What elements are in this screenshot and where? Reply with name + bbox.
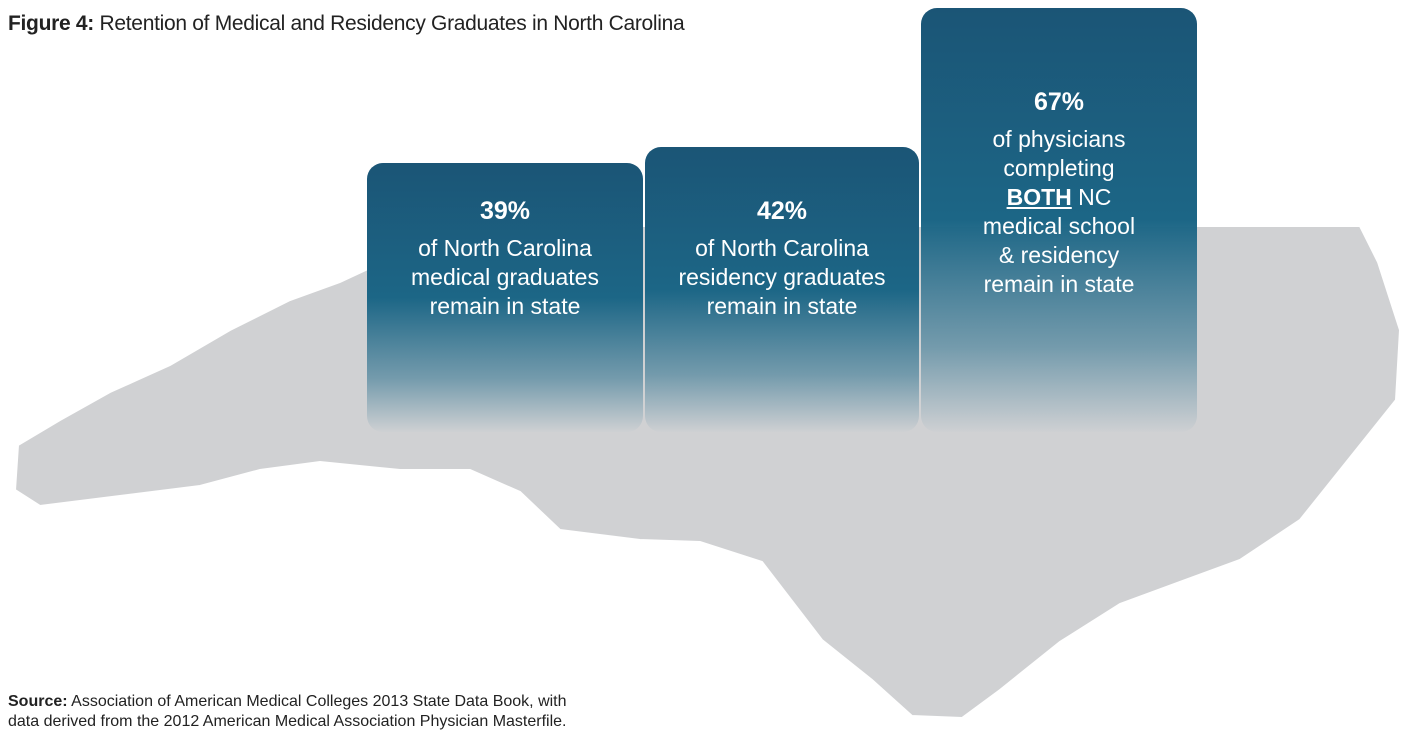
text-line: residency graduates xyxy=(678,264,886,290)
stat-box: 67% of physicians completing BOTH NC med… xyxy=(921,8,1197,432)
percent: 67% xyxy=(1033,88,1085,116)
text-line: medical school xyxy=(982,213,1136,239)
text-line: BOTH NC xyxy=(921,183,1197,212)
text-line: remain in state xyxy=(706,293,858,319)
figure-title: Retention of Medical and Residency Gradu… xyxy=(99,12,685,35)
text-line: remain in state xyxy=(429,293,581,319)
text-line: of physicians xyxy=(992,126,1126,152)
text-line: completing xyxy=(1003,155,1115,181)
text-line: medical graduates xyxy=(411,264,599,290)
title: Figure 4: Retention of Medical and Resid… xyxy=(8,12,685,36)
source-text: Association of American Medical Colleges… xyxy=(71,693,567,710)
source: Source: Association of American Medical … xyxy=(8,692,567,732)
percent: 42% xyxy=(756,197,808,225)
source-line: Source: Association of American Medical … xyxy=(8,692,567,712)
text-line: of North Carolina xyxy=(695,235,869,261)
stat-box: 39% of North Carolina medical graduates … xyxy=(367,163,643,432)
emphasis: BOTH xyxy=(1006,184,1072,210)
source-label: Source: xyxy=(8,693,68,710)
text-line: of North Carolina xyxy=(418,235,592,261)
text-line: & residency xyxy=(998,242,1120,268)
percent: 39% xyxy=(479,197,531,225)
stat-box: 42% of North Carolina residency graduate… xyxy=(645,147,919,432)
source-line: data derived from the 2012 American Medi… xyxy=(8,713,567,730)
text-line: remain in state xyxy=(983,271,1135,297)
text: NC xyxy=(1078,184,1112,210)
figure-label: Figure 4: xyxy=(8,12,94,35)
